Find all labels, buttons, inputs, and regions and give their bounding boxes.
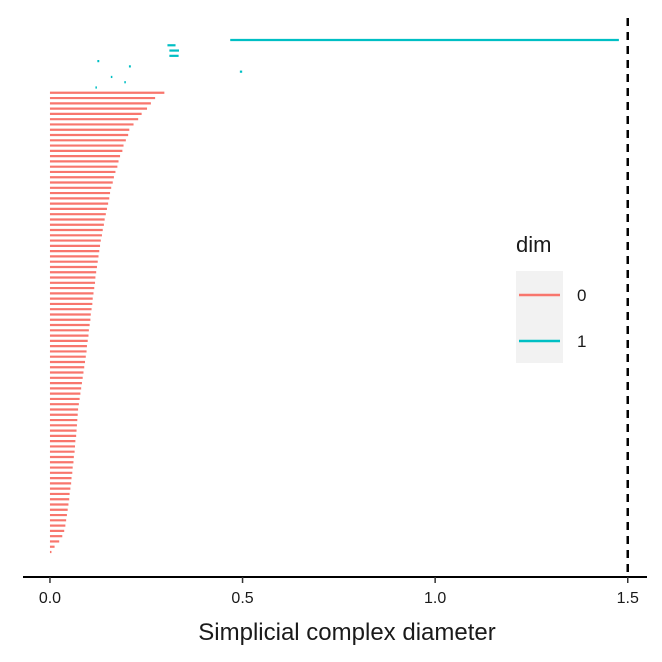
x-tick-label: 1.0	[424, 590, 446, 607]
x-tick-label: 1.5	[617, 590, 639, 607]
bars-group	[49, 38, 619, 554]
legend-entries: 01	[519, 286, 586, 351]
legend-title: dim	[516, 232, 551, 257]
legend-key-background	[516, 271, 563, 363]
x-tick-label: 0.0	[39, 590, 61, 607]
legend: dim 01	[516, 232, 586, 363]
x-axis-ticks: 0.0 0.5 1.0 1.5	[39, 577, 639, 607]
legend-label-1: 1	[577, 332, 586, 351]
x-tick-label: 0.5	[231, 590, 253, 607]
legend-label-0: 0	[577, 286, 586, 305]
x-axis-title: Simplicial complex diameter	[198, 619, 495, 646]
